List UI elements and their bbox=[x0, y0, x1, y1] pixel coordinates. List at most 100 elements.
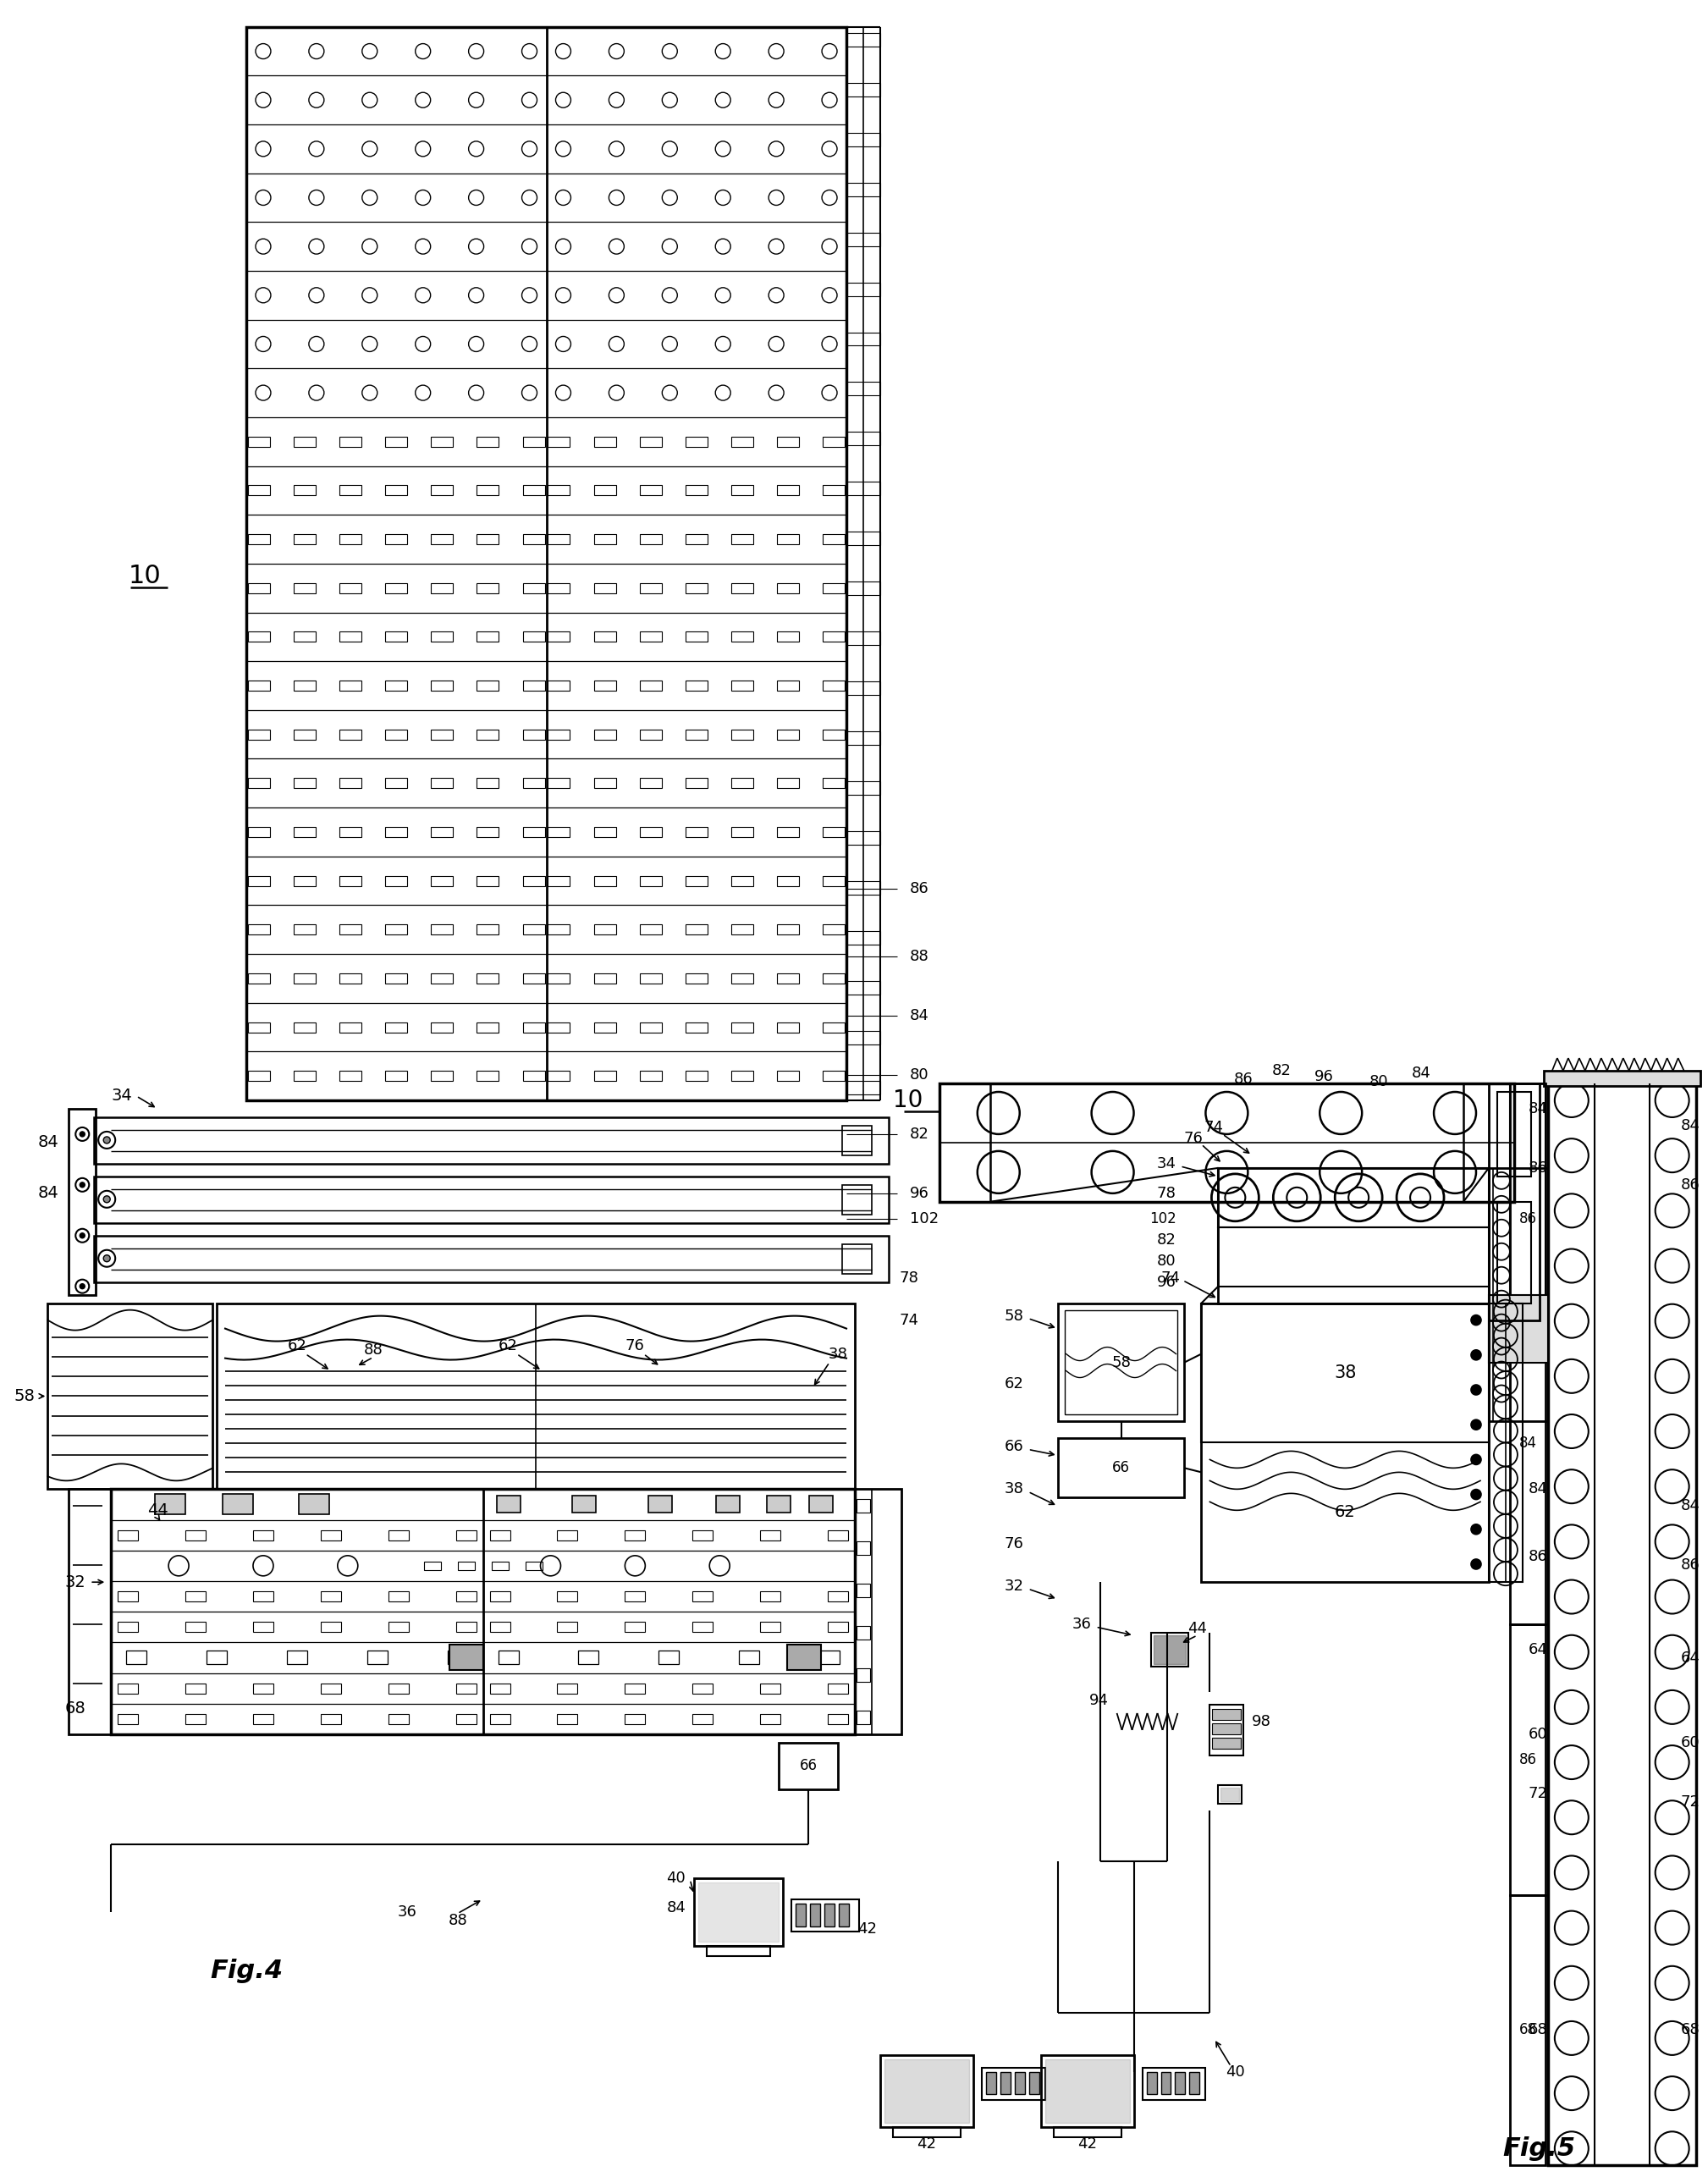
Bar bbox=[386, 681, 407, 690]
Bar bbox=[572, 1496, 596, 1513]
Circle shape bbox=[1471, 1350, 1481, 1361]
Bar bbox=[594, 925, 617, 934]
Bar bbox=[548, 1021, 570, 1032]
Bar bbox=[118, 1591, 138, 1602]
Bar bbox=[477, 1071, 499, 1082]
Bar bbox=[386, 438, 407, 446]
Bar bbox=[557, 1591, 577, 1602]
Bar bbox=[777, 583, 799, 592]
Bar bbox=[207, 1650, 227, 1665]
Bar bbox=[639, 925, 661, 934]
Bar bbox=[386, 1071, 407, 1082]
Text: 62: 62 bbox=[1004, 1376, 1023, 1391]
Bar bbox=[523, 777, 545, 788]
Bar bbox=[321, 1713, 342, 1724]
Bar bbox=[1015, 2073, 1025, 2094]
Bar bbox=[497, 1496, 521, 1513]
Text: 68: 68 bbox=[1529, 2022, 1547, 2038]
Text: 10: 10 bbox=[893, 1088, 922, 1112]
Bar bbox=[825, 1903, 835, 1927]
Text: 78: 78 bbox=[1156, 1186, 1177, 1202]
Bar bbox=[842, 1243, 871, 1274]
Bar bbox=[386, 973, 407, 984]
Bar bbox=[1175, 2073, 1185, 2094]
Text: 96: 96 bbox=[910, 1186, 929, 1202]
Bar bbox=[1201, 1304, 1489, 1443]
Polygon shape bbox=[1153, 1635, 1185, 1663]
Bar bbox=[248, 438, 270, 446]
Bar bbox=[340, 729, 362, 740]
Bar bbox=[548, 438, 570, 446]
Bar bbox=[1040, 2055, 1134, 2127]
Bar bbox=[523, 827, 545, 836]
Text: 86: 86 bbox=[910, 882, 929, 897]
Bar bbox=[490, 1683, 511, 1694]
Bar bbox=[847, 233, 880, 246]
Circle shape bbox=[104, 1254, 111, 1263]
Bar bbox=[248, 681, 270, 690]
Bar bbox=[430, 1071, 453, 1082]
Bar bbox=[823, 583, 845, 592]
Bar bbox=[777, 485, 799, 496]
Bar bbox=[880, 2055, 974, 2127]
Bar bbox=[118, 1530, 138, 1539]
Bar bbox=[1028, 2073, 1038, 2094]
Circle shape bbox=[80, 1182, 85, 1186]
Text: 80: 80 bbox=[1156, 1254, 1177, 1269]
Bar bbox=[430, 681, 453, 690]
Bar bbox=[548, 925, 570, 934]
Bar bbox=[126, 1650, 147, 1665]
Bar bbox=[1054, 2127, 1120, 2138]
Bar bbox=[639, 729, 661, 740]
Bar bbox=[548, 729, 570, 740]
Text: 82: 82 bbox=[1272, 1062, 1291, 1078]
Bar bbox=[594, 631, 617, 642]
Bar bbox=[294, 777, 316, 788]
Text: 74: 74 bbox=[1161, 1269, 1180, 1284]
Bar bbox=[823, 485, 845, 496]
Bar bbox=[253, 1683, 273, 1694]
Bar bbox=[847, 832, 880, 845]
Text: 42: 42 bbox=[917, 2136, 936, 2151]
Bar bbox=[340, 485, 362, 496]
Bar bbox=[810, 1496, 834, 1513]
Bar bbox=[823, 1021, 845, 1032]
Bar bbox=[847, 982, 880, 995]
Bar bbox=[430, 875, 453, 886]
Text: 66: 66 bbox=[799, 1759, 816, 1774]
Bar bbox=[856, 1585, 869, 1598]
Bar bbox=[118, 1683, 138, 1694]
Bar bbox=[639, 438, 661, 446]
Text: 34: 34 bbox=[1156, 1156, 1177, 1171]
Bar bbox=[847, 283, 880, 296]
Bar bbox=[386, 875, 407, 886]
Text: 80: 80 bbox=[910, 1067, 929, 1082]
Bar bbox=[731, 777, 753, 788]
Text: 84: 84 bbox=[38, 1184, 58, 1202]
Bar bbox=[760, 1713, 781, 1724]
Bar bbox=[1489, 1295, 1547, 1363]
Bar bbox=[424, 1561, 441, 1570]
Text: 74: 74 bbox=[900, 1313, 919, 1328]
Bar bbox=[707, 1946, 770, 1955]
Bar bbox=[548, 533, 570, 544]
Bar bbox=[548, 827, 570, 836]
Bar bbox=[386, 729, 407, 740]
Bar bbox=[731, 827, 753, 836]
Bar bbox=[430, 777, 453, 788]
Bar bbox=[842, 1126, 871, 1156]
Bar bbox=[248, 1071, 270, 1082]
Bar bbox=[477, 827, 499, 836]
Bar bbox=[777, 1071, 799, 1082]
Bar bbox=[557, 1683, 577, 1694]
Bar bbox=[523, 875, 545, 886]
Bar bbox=[731, 438, 753, 446]
Bar bbox=[386, 827, 407, 836]
Circle shape bbox=[1471, 1524, 1481, 1535]
Bar bbox=[1213, 1709, 1242, 1720]
Bar bbox=[1151, 1633, 1189, 1668]
Bar bbox=[248, 533, 270, 544]
Polygon shape bbox=[699, 1883, 779, 1942]
Bar bbox=[823, 925, 845, 934]
Bar bbox=[523, 1071, 545, 1082]
